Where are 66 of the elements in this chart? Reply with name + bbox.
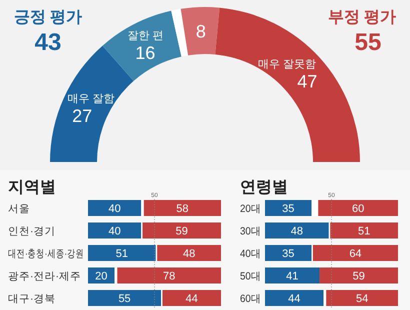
data-label: 51 bbox=[358, 226, 370, 238]
text: 43 bbox=[34, 29, 62, 56]
bar bbox=[318, 200, 398, 216]
bar bbox=[114, 268, 118, 284]
slice-label: 잘한 편 bbox=[127, 30, 164, 42]
data-label: 35 bbox=[282, 203, 294, 215]
text: 부정 평가 bbox=[328, 9, 396, 26]
data-label: 47 bbox=[297, 72, 318, 92]
y-tick-label: 60대 bbox=[240, 293, 263, 305]
bar bbox=[312, 200, 318, 216]
bar bbox=[157, 245, 221, 261]
data-label: 64 bbox=[349, 248, 362, 260]
data-label: 16 bbox=[135, 42, 156, 63]
data-label: 55 bbox=[118, 293, 131, 305]
data-label: 60 bbox=[352, 203, 364, 215]
data-label: 59 bbox=[352, 270, 365, 282]
slice-label: 매우 잘못함 bbox=[258, 58, 316, 70]
bar bbox=[88, 245, 156, 261]
y-tick-label: 20대 bbox=[240, 203, 263, 215]
bar bbox=[326, 290, 398, 306]
data-label: 40 bbox=[108, 226, 121, 238]
data-label: 35 bbox=[282, 248, 294, 260]
data-label: 48 bbox=[182, 248, 196, 260]
y-tick-label: 광주·전라·제주 bbox=[8, 270, 81, 282]
chart-title: 연령별 bbox=[240, 179, 288, 196]
bar bbox=[162, 290, 221, 306]
y-tick-label: 대전·충청·세종·강원 bbox=[8, 248, 106, 260]
slice-label: 매우 잘함 bbox=[67, 92, 115, 105]
bar bbox=[320, 268, 398, 284]
bar bbox=[141, 200, 144, 216]
data-label: 41 bbox=[286, 270, 298, 282]
bar bbox=[312, 245, 398, 261]
bar bbox=[88, 200, 142, 216]
y-tick-label: 대구·경북 bbox=[8, 293, 56, 305]
bar bbox=[324, 290, 326, 306]
bar bbox=[144, 200, 221, 216]
bar bbox=[88, 290, 162, 306]
text: 긍정 평가 bbox=[14, 9, 82, 26]
chart-title: 지역별 bbox=[8, 179, 56, 196]
data-label: 40 bbox=[108, 203, 121, 215]
bar bbox=[265, 268, 320, 284]
text: 55 bbox=[354, 29, 382, 56]
data-label: 51 bbox=[116, 248, 128, 260]
y-tick-label: 서울 bbox=[8, 203, 30, 215]
y-tick-label: 40대 bbox=[240, 248, 263, 260]
data-label: 8 bbox=[196, 22, 206, 42]
data-label: 48 bbox=[290, 226, 304, 238]
data-label: 44 bbox=[288, 293, 300, 305]
bar bbox=[330, 222, 398, 238]
data-label: 20 bbox=[95, 270, 108, 282]
data-label: 59 bbox=[176, 226, 188, 238]
bar bbox=[88, 222, 142, 238]
y-tick-label: 50대 bbox=[240, 270, 263, 282]
data-label: 54 bbox=[356, 293, 368, 305]
bar bbox=[265, 290, 324, 306]
bar bbox=[265, 200, 312, 216]
y-tick-label: 30대 bbox=[240, 226, 263, 238]
data-label: 27 bbox=[72, 106, 92, 126]
y-tick-label: 인천·경기 bbox=[8, 226, 56, 238]
data-label: 58 bbox=[176, 203, 189, 215]
data-label: 44 bbox=[186, 293, 198, 305]
data-label: 78 bbox=[163, 270, 176, 282]
bar bbox=[117, 268, 221, 284]
bar bbox=[265, 245, 312, 261]
bar bbox=[142, 222, 221, 238]
bar bbox=[265, 222, 329, 238]
